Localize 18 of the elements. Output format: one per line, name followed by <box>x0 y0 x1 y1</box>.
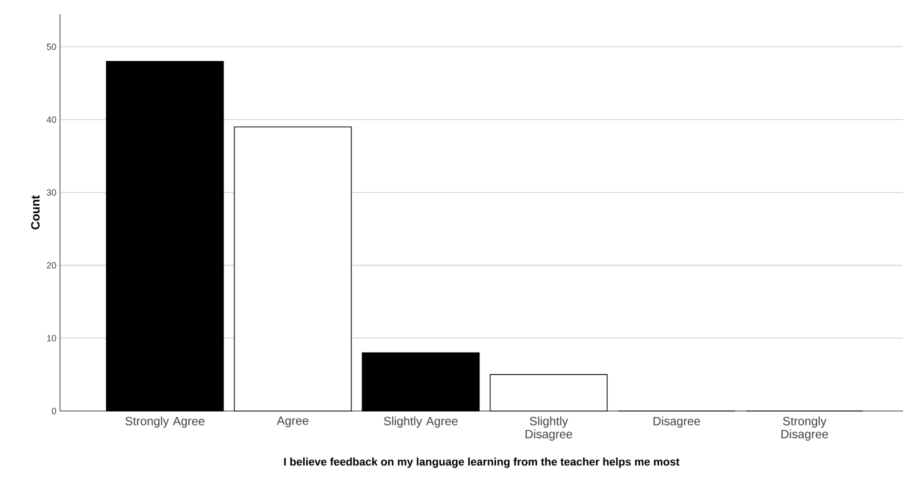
y-tick-label: 40 <box>46 116 56 123</box>
x-tick-label: Strongly Disagree <box>781 416 828 441</box>
x-tick-label: Slightly Agree <box>384 416 458 428</box>
bar <box>106 60 224 412</box>
bar <box>234 126 352 412</box>
y-tick-label: 30 <box>46 189 56 196</box>
x-tick-label: Strongly Agree <box>125 416 204 428</box>
y-axis-title: Count <box>31 195 40 230</box>
x-tick-label: Agree <box>276 416 308 428</box>
x-axis-title: I believe feedback on my language learning from the teacher helps me most <box>284 458 680 468</box>
bar <box>490 374 608 412</box>
x-tick-label: Disagree <box>654 416 700 428</box>
y-tick-label: 20 <box>46 262 56 269</box>
y-tick-label: 10 <box>47 334 56 342</box>
x-tick-label: Slightly Disagree <box>526 416 572 441</box>
y-tick-label: 0 <box>52 408 56 414</box>
y-tick-label: 50 <box>46 44 56 50</box>
bar <box>362 352 480 412</box>
